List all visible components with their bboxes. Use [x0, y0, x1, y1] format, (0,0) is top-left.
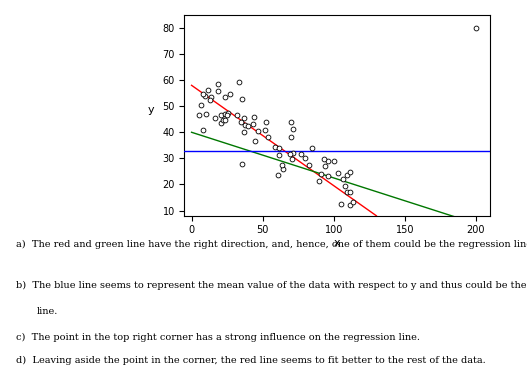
Point [341, 183, 349, 189]
Point [233, 112, 241, 118]
Point [300, 155, 309, 161]
Point [297, 151, 306, 157]
Y-axis label: y: y [148, 105, 154, 115]
Text: a)  The red and green line have the right direction, and, hence, one of them cou: a) The red and green line have the right… [16, 240, 527, 249]
Point [236, 119, 245, 125]
Point [250, 114, 258, 120]
Point [317, 171, 325, 177]
Point [320, 163, 329, 169]
Text: c)  The point in the top right corner has a strong influence on the regression l: c) The point in the top right corner has… [16, 333, 420, 342]
Point [251, 138, 260, 144]
Point [199, 92, 208, 97]
Point [349, 199, 357, 205]
X-axis label: x: x [334, 238, 340, 248]
Point [206, 97, 214, 103]
Point [253, 128, 262, 134]
Point [346, 202, 355, 208]
Point [240, 115, 249, 121]
Point [221, 111, 229, 117]
Point [235, 80, 243, 86]
Point [202, 111, 210, 117]
Text: d)  Leaving aside the point in the corner, the red line seems to fit better to t: d) Leaving aside the point in the corner… [16, 355, 485, 365]
Point [288, 126, 297, 132]
Point [240, 129, 249, 135]
Point [319, 156, 328, 162]
Point [221, 94, 229, 100]
Point [329, 158, 338, 164]
Text: line.: line. [37, 307, 58, 316]
Point [260, 127, 269, 133]
Point [334, 170, 343, 176]
Point [472, 25, 480, 31]
Point [241, 122, 250, 128]
Point [308, 145, 317, 151]
Point [305, 162, 313, 168]
Point [201, 93, 209, 99]
Point [197, 102, 206, 108]
Point [207, 94, 216, 100]
Point [343, 189, 351, 195]
Point [243, 124, 252, 129]
Point [275, 152, 284, 158]
Point [214, 88, 222, 94]
Point [286, 151, 295, 157]
Text: b)  The blue line seems to represent the mean value of the data with respect to : b) The blue line seems to represent the … [16, 281, 527, 290]
Point [195, 112, 203, 118]
Point [274, 172, 282, 178]
Point [275, 145, 283, 151]
Point [278, 162, 287, 168]
Point [270, 144, 279, 150]
Point [336, 201, 345, 206]
Point [199, 127, 207, 133]
Point [217, 121, 225, 126]
Point [223, 112, 231, 118]
Point [279, 166, 287, 172]
Point [214, 81, 222, 87]
Point [211, 115, 219, 121]
Point [343, 172, 352, 178]
Point [315, 178, 324, 184]
Point [219, 117, 227, 123]
Point [217, 112, 225, 118]
Point [238, 161, 247, 167]
Point [346, 189, 355, 195]
Point [289, 150, 297, 156]
Point [287, 119, 295, 125]
Point [238, 96, 247, 102]
Point [287, 134, 295, 140]
Point [248, 121, 257, 127]
Point [324, 158, 333, 164]
Point [287, 156, 296, 162]
Point [345, 169, 354, 174]
Point [264, 134, 272, 140]
Point [223, 110, 232, 116]
Point [338, 176, 347, 182]
Point [262, 119, 270, 125]
Point [226, 91, 234, 97]
Point [324, 173, 332, 179]
Point [203, 87, 212, 93]
Point [221, 116, 229, 122]
